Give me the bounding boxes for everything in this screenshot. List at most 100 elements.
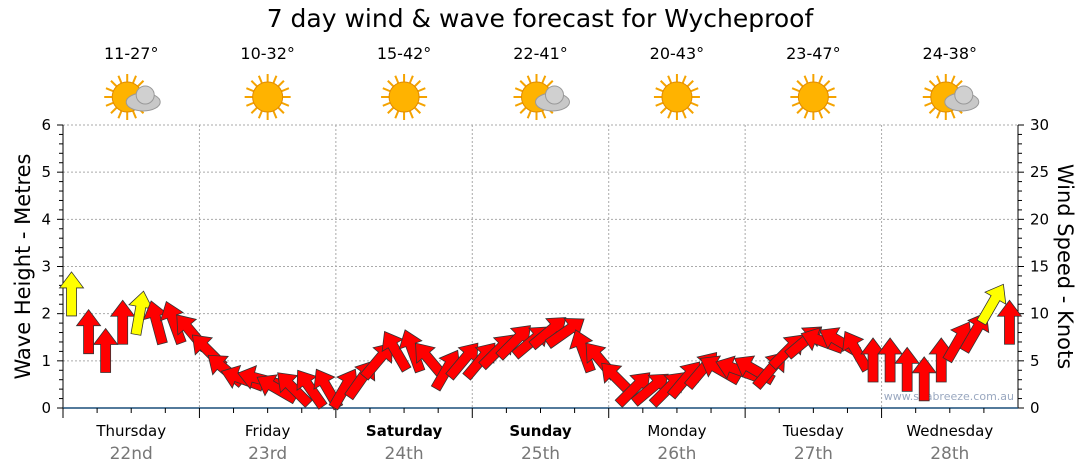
day-name: Wednesday	[906, 422, 993, 440]
sun-ray-icon	[272, 110, 278, 119]
day-name: Tuesday	[782, 422, 844, 440]
sun-ray-icon	[803, 110, 809, 119]
wind-arrow	[75, 308, 102, 355]
wind-arrow	[359, 342, 394, 381]
sun-ray-icon	[257, 75, 263, 84]
y-tick-label: 5	[41, 163, 51, 181]
sun-ray-icon	[105, 87, 114, 93]
sun-ray-icon	[110, 106, 118, 114]
temperature-range: 24-38°	[923, 44, 978, 63]
sun-ray-icon	[281, 87, 290, 93]
sun-icon	[252, 81, 284, 113]
wind-arrow	[277, 372, 313, 408]
sun-ray-icon	[394, 75, 400, 84]
y2-tick-label: 30	[1030, 116, 1049, 134]
y2-tick-label: 15	[1030, 258, 1049, 276]
day-name: Monday	[647, 422, 706, 440]
sun-ray-icon	[541, 75, 547, 84]
sun-ray-icon	[526, 75, 532, 84]
sun-ray-icon	[257, 110, 263, 119]
sun-ray-icon	[936, 75, 941, 84]
sun-ray-icon	[950, 110, 956, 119]
wind-arrow	[58, 271, 85, 317]
sun-ray-icon	[246, 101, 255, 107]
temperature-range: 20-43°	[650, 44, 705, 63]
cloud-icon	[135, 85, 155, 105]
y-tick-label: 1	[41, 352, 51, 370]
sun-ray-icon	[690, 87, 699, 93]
sun-ray-icon	[803, 75, 809, 84]
sun-ray-icon	[382, 101, 391, 107]
sun-ray-icon	[950, 75, 956, 84]
sun-ray-icon	[408, 110, 414, 119]
day-date: 25th	[521, 444, 560, 464]
sun-ray-icon	[686, 106, 694, 114]
day-name: Saturday	[366, 422, 443, 440]
temperature-range: 11-27°	[104, 44, 159, 63]
sun-ray-icon	[246, 87, 255, 93]
watermark: www.seabreeze.com.au	[884, 390, 1014, 403]
sun-ray-icon	[277, 80, 285, 88]
sun-ray-icon	[823, 80, 831, 88]
sun-ray-icon	[387, 106, 395, 114]
sun-ray-icon	[272, 75, 278, 84]
day-date: 27th	[794, 444, 833, 464]
sun-ray-icon	[796, 80, 804, 88]
sun-ray-icon	[791, 87, 800, 93]
wind-arrow	[894, 346, 920, 392]
sun-ray-icon	[928, 80, 936, 88]
sun-ray-icon	[382, 87, 391, 93]
sun-ray-icon	[924, 101, 933, 107]
sun-ray-icon	[826, 87, 835, 93]
sun-ray-icon	[417, 87, 426, 93]
wind-arrow	[996, 299, 1023, 345]
y2-tick-label: 20	[1030, 210, 1049, 228]
day-date: 24th	[385, 444, 424, 464]
sun-ray-icon	[281, 101, 290, 107]
day-date: 28th	[930, 444, 969, 464]
sun-ray-icon	[955, 80, 963, 88]
sun-ray-icon	[519, 106, 527, 114]
y-tick-label: 0	[41, 399, 51, 417]
sun-ray-icon	[655, 101, 664, 107]
day-date: 22nd	[110, 444, 153, 464]
day-name: Thursday	[95, 422, 166, 440]
sun-ray-icon	[667, 110, 673, 119]
wind-arrow	[398, 329, 426, 374]
sun-ray-icon	[132, 75, 137, 84]
y-axis-label: Wave Height - Metres	[11, 154, 35, 380]
temperature-range: 15-42°	[377, 44, 432, 63]
sun-ray-icon	[686, 80, 694, 88]
sun-icon	[797, 81, 829, 113]
day-name: Friday	[245, 422, 291, 440]
sun-ray-icon	[655, 87, 664, 93]
sun-ray-icon	[132, 110, 137, 119]
y-tick-label: 2	[41, 305, 51, 323]
chart-title: 7 day wind & wave forecast for Wycheproo…	[266, 4, 814, 33]
y-tick-label: 3	[41, 258, 51, 276]
wind-arrow	[256, 374, 299, 405]
sun-ray-icon	[681, 110, 687, 119]
sun-ray-icon	[659, 106, 668, 114]
cloud-icon	[545, 85, 564, 105]
y2-tick-label: 5	[1030, 352, 1040, 370]
day-name: Sunday	[509, 422, 572, 440]
wind-arrow	[877, 337, 903, 383]
y2-tick-label: 10	[1030, 305, 1049, 323]
sun-ray-icon	[928, 106, 936, 114]
y2-tick-label: 0	[1030, 399, 1040, 417]
day-date: 26th	[657, 444, 696, 464]
sun-ray-icon	[137, 80, 145, 88]
sun-ray-icon	[417, 101, 426, 107]
y-tick-label: 6	[41, 116, 51, 134]
sun-ray-icon	[105, 101, 114, 107]
wind-arrow	[159, 300, 187, 346]
y2-tick-label: 25	[1030, 163, 1049, 181]
sun-ray-icon	[924, 87, 933, 93]
wind-arrow	[976, 283, 1007, 326]
sun-ray-icon	[514, 101, 524, 107]
sun-icon	[388, 81, 420, 113]
wind-arrow	[109, 299, 136, 345]
sun-ray-icon	[659, 80, 668, 88]
